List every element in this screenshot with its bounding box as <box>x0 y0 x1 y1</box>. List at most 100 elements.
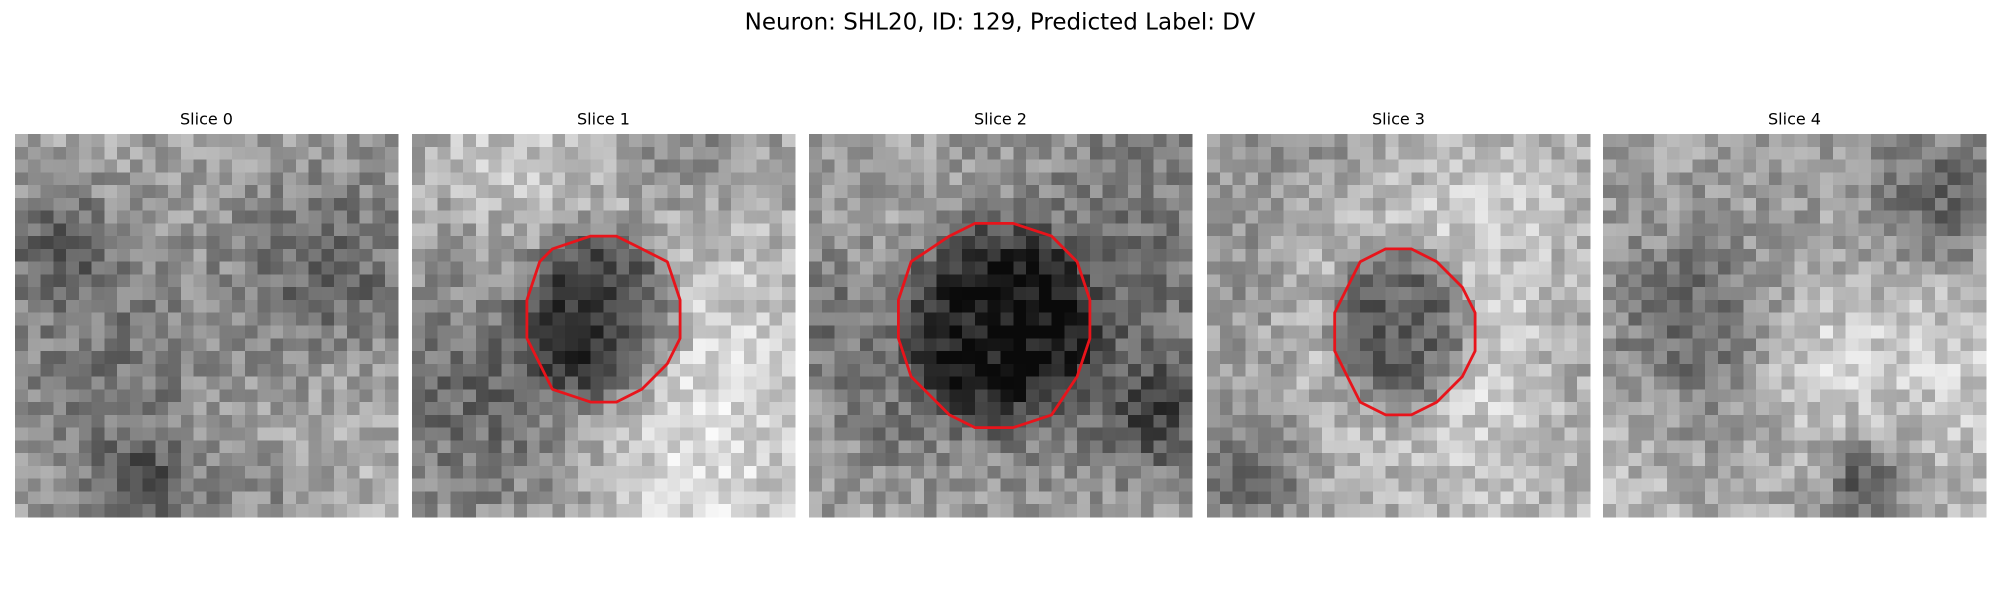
pixel <box>987 338 1001 352</box>
pixel <box>1909 299 1923 314</box>
pixel <box>450 134 464 148</box>
pixel <box>66 389 80 403</box>
pixel <box>1934 172 1949 186</box>
pixel <box>603 402 617 416</box>
pixel <box>552 185 566 199</box>
pixel <box>860 223 874 237</box>
pixel <box>936 159 950 173</box>
pixel <box>1947 287 1961 301</box>
pixel <box>1794 159 1808 173</box>
pixel <box>782 440 796 454</box>
pixel <box>1411 491 1425 505</box>
pixel <box>180 146 195 160</box>
pixel <box>731 478 745 492</box>
pixel <box>514 351 528 365</box>
pixel <box>1705 172 1719 186</box>
pixel <box>1526 465 1540 480</box>
pixel <box>1398 427 1412 441</box>
pixel <box>834 146 848 160</box>
pixel <box>91 146 105 160</box>
pixel <box>641 299 655 314</box>
pixel <box>244 491 258 505</box>
pixel <box>1564 248 1578 263</box>
pixel <box>1270 478 1284 492</box>
pixel <box>15 197 29 211</box>
pixel <box>1807 504 1821 518</box>
pixel <box>692 312 707 326</box>
pixel <box>53 325 67 339</box>
pixel <box>450 363 464 377</box>
pixel <box>91 491 105 505</box>
pixel <box>1858 236 1872 250</box>
pixel <box>603 287 617 301</box>
pixel <box>1666 414 1680 429</box>
pixel <box>488 146 502 160</box>
pixel <box>1436 453 1450 467</box>
pixel <box>1858 299 1872 314</box>
pixel <box>1794 414 1808 429</box>
pixel <box>1896 299 1910 314</box>
pixel <box>385 389 399 403</box>
pixel <box>885 363 899 377</box>
pixel <box>40 223 54 237</box>
pixel <box>1705 504 1719 518</box>
pixel <box>1245 210 1259 224</box>
pixel <box>1832 312 1846 326</box>
pixel <box>577 325 592 339</box>
pixel <box>1871 351 1885 365</box>
pixel <box>1768 427 1783 441</box>
pixel <box>1102 223 1116 237</box>
pixel <box>1551 274 1565 288</box>
pixel <box>680 210 694 224</box>
pixel <box>1232 338 1246 352</box>
pixel <box>117 185 131 199</box>
pixel <box>667 402 681 416</box>
pixel <box>552 261 566 275</box>
pixel <box>1564 134 1578 148</box>
pixel <box>1768 197 1783 211</box>
pixel <box>1973 287 1987 301</box>
pixel <box>104 440 118 454</box>
pixel <box>616 363 630 377</box>
pixel <box>1743 312 1757 326</box>
pixel <box>1411 414 1425 429</box>
pixel <box>1283 134 1297 148</box>
pixel <box>219 197 233 211</box>
pixel <box>987 172 1001 186</box>
pixel <box>1270 376 1284 390</box>
pixel <box>1526 223 1540 237</box>
pixel <box>1526 376 1540 390</box>
pixel <box>1666 261 1680 275</box>
pixel <box>1372 210 1387 224</box>
pixel <box>616 236 630 250</box>
pixel <box>1526 210 1540 224</box>
pixel <box>1385 363 1399 377</box>
pixel <box>53 465 67 480</box>
pixel <box>974 159 989 173</box>
pixel <box>1705 223 1719 237</box>
pixel <box>923 299 938 314</box>
pixel <box>1717 440 1732 454</box>
pixel <box>359 389 373 403</box>
pixel <box>809 172 823 186</box>
pixel <box>974 172 989 186</box>
pixel <box>437 236 451 250</box>
pixel <box>1026 427 1040 441</box>
pixel <box>27 453 41 467</box>
pixel <box>1679 325 1693 339</box>
pixel <box>847 197 861 211</box>
pixel <box>974 236 989 250</box>
pixel <box>1321 338 1336 352</box>
pixel <box>949 491 963 505</box>
pixel <box>847 440 861 454</box>
pixel <box>872 287 886 301</box>
pixel <box>974 287 989 301</box>
pixel <box>66 491 80 505</box>
pixel <box>1513 504 1527 518</box>
pixel <box>1219 146 1233 160</box>
pixel <box>1513 363 1527 377</box>
pixel <box>321 427 335 441</box>
pixel <box>1166 312 1180 326</box>
pixel <box>1245 465 1259 480</box>
pixel <box>257 376 271 390</box>
